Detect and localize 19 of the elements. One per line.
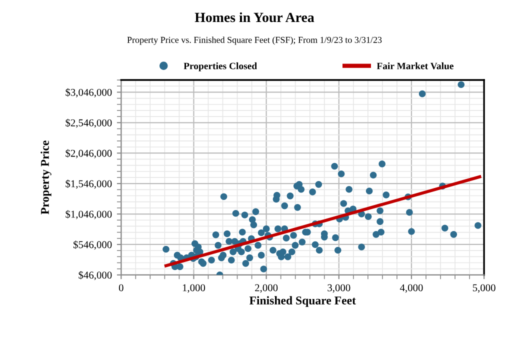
y-tick-label: $3,046,000 — [66, 88, 112, 98]
y-tick-label: $2,546,000 — [66, 118, 112, 128]
legend-label: Fair Market Value — [376, 62, 454, 70]
x-axis-title: Finished Square Feet — [249, 296, 356, 307]
y-axis-title: Property Price — [40, 140, 52, 214]
y-tick-label: $546,000 — [74, 240, 112, 250]
y-tick-label: $2,046,000 — [66, 149, 112, 158]
x-tick-label: 4,000 — [400, 284, 423, 293]
y-tick-label: $1,046,000 — [66, 210, 112, 220]
x-tick-label: 3,000 — [328, 284, 350, 293]
chart-subtitle: Property Price vs. Finished Square Feet (FSF); From 1/9/23 to 3/31/23 — [127, 36, 382, 45]
y-tick-label: $1,546,000 — [66, 180, 112, 189]
x-tick-label: 2,000 — [255, 284, 278, 293]
chart-title: Homes in Your Area — [194, 12, 314, 22]
y-tick-label: $46,000 — [78, 271, 112, 280]
legend-label: Properties Closed — [184, 62, 257, 72]
x-tick-label: 5,000 — [472, 284, 496, 293]
x-tick-label: 1,000 — [182, 284, 206, 293]
x-tick-label: 0 — [118, 284, 124, 292]
